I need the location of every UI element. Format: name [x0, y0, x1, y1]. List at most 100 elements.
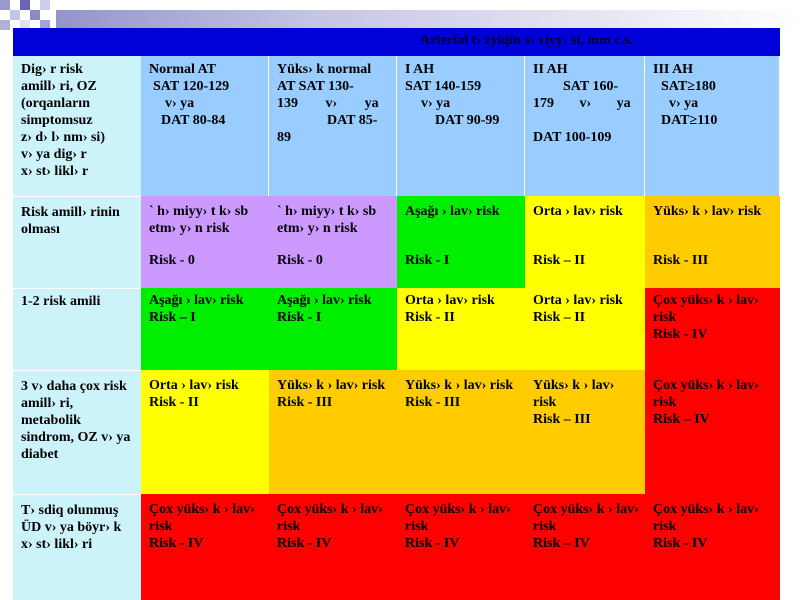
column-header-ah2: II AH SAT 160- 179 v› ya DAT 100-109 — [525, 56, 645, 196]
risk-cell: Çox yüks› k › lav› risk Risk – IV — [525, 494, 645, 600]
risk-cell: Yüks› k › lav› risk Risk - III — [645, 196, 780, 288]
decor-square — [40, 0, 50, 10]
column-header-line: Yüks› k normal — [277, 62, 372, 77]
risk-level-label: Risk - IV — [405, 536, 460, 551]
risk-cell: Çox yüks› k › lav› risk Risk - IV — [141, 494, 269, 600]
column-header-line: SAT≥180 — [661, 79, 716, 94]
risk-cell: Orta › lav› risk Risk - II — [141, 370, 269, 494]
risk-level-label: Risk - IV — [149, 536, 204, 551]
risk-cell: Çox yüks› k › lav› risk Risk - IV — [269, 494, 397, 600]
header-row-label-line: x› st› likl› r — [21, 164, 89, 179]
column-header-high-normal: Yüks› k normal AT SAT 130- 139 v› ya DAT… — [269, 56, 397, 196]
risk-cell: Yüks› k › lav› risk Risk – III — [525, 370, 645, 494]
risk-cell-text: Çox yüks› k › lav› risk — [533, 502, 639, 534]
column-header-line: v› ya — [669, 96, 699, 111]
column-header-line: DAT 90-99 — [435, 113, 500, 128]
column-header-line: DAT≥110 — [661, 113, 718, 128]
row-label-risk-factors: Risk amill› rinin olması — [13, 196, 141, 288]
risk-cell-text: Çox yüks› k › lav› risk — [277, 502, 383, 534]
column-header-line: I AH — [405, 62, 435, 77]
column-header-line: II AH — [533, 62, 568, 77]
risk-cell-text: Çox yüks› k › lav› risk — [653, 378, 759, 410]
risk-level-label: Risk - I — [405, 253, 450, 268]
risk-level-label: Risk - IV — [653, 536, 708, 551]
header-row-label: Dig› r risk amill› ri, OZ (orqanların si… — [13, 56, 141, 196]
risk-cell-text: Yüks› k › lav› risk — [277, 378, 386, 393]
risk-cell-text: Orta › lav› risk — [533, 293, 623, 308]
column-header-line: v› ya — [421, 96, 451, 111]
column-header-ah3: III AH SAT≥180 v› ya DAT≥110 — [645, 56, 780, 196]
column-header-normal: Normal AT SAT 120-129 v› ya DAT 80-84 — [141, 56, 269, 196]
decor-square — [40, 20, 50, 30]
column-header-line: DAT 80-84 — [161, 113, 226, 128]
risk-cell-text: Yüks› k › lav› risk — [653, 204, 762, 219]
risk-cell: ` h› miyy› t k› sb etm› y› n risk Risk -… — [141, 196, 269, 288]
risk-cell-text: Çox yüks› k › lav› risk — [405, 502, 511, 534]
risk-cell: Çox yüks› k › lav› risk Risk - IV — [645, 494, 780, 600]
risk-level-label: Risk - II — [149, 395, 199, 410]
header-row-label-line: simptomsuz — [21, 113, 93, 128]
risk-level-label: Risk - I — [277, 310, 322, 325]
risk-level-label: Risk - III — [277, 395, 333, 410]
column-header-line: DAT 85- — [327, 113, 378, 128]
risk-level-label: Risk – IV — [533, 536, 590, 551]
risk-cell-text: Orta › lav› risk — [149, 378, 239, 393]
risk-level-label: Risk – IV — [653, 412, 710, 427]
risk-level-label: Risk - III — [405, 395, 461, 410]
decor-square — [0, 0, 10, 10]
risk-cell-text: Aşağı › lav› risk — [149, 293, 244, 308]
risk-cell-text: ` h› miyy› t k› sb etm› y› n risk — [277, 204, 377, 236]
risk-cell-text: Aşağı › lav› risk — [277, 293, 372, 308]
risk-cell-text: Aşağı › lav› risk — [405, 204, 500, 219]
column-header-line: AT SAT 130- — [277, 79, 354, 94]
risk-level-label: Risk - IV — [653, 327, 708, 342]
table-title: Arterial t› zyiqin s› viyy› si, mm c.s. — [13, 28, 780, 56]
risk-level-label: Risk - III — [653, 253, 709, 268]
risk-cell: Orta › lav› risk Risk – II — [525, 288, 645, 370]
column-header-line: 179 v› ya — [533, 96, 631, 111]
risk-cell: Yüks› k › lav› risk Risk - III — [269, 370, 397, 494]
column-header-line: v› ya — [165, 96, 195, 111]
column-header-ah1: I AH SAT 140-159 v› ya DAT 90-99 — [397, 56, 525, 196]
decor-square — [20, 0, 30, 10]
decor-square — [20, 20, 30, 30]
risk-cell: Aşağı › lav› risk Risk - I — [397, 196, 525, 288]
risk-cell: Yüks› k › lav› risk Risk - III — [397, 370, 525, 494]
risk-cell-text: Çox yüks› k › lav› risk — [653, 293, 759, 325]
risk-cell-text: Yüks› k › lav› risk — [533, 378, 615, 410]
column-header-line: 89 — [277, 130, 291, 145]
risk-cell: Çox yüks› k › lav› risk Risk - IV — [397, 494, 525, 600]
risk-level-label: Risk - 0 — [149, 253, 195, 268]
risk-table: Arterial t› zyiqin s› viyy› si, mm c.s. … — [13, 28, 780, 600]
risk-cell: Aşağı › lav› risk Risk - I — [269, 288, 397, 370]
row-label-confirmed-disease: T› sdiq olunmuş ÜD v› ya böyr› k x› st› … — [13, 494, 141, 600]
header-row-label-line: (orqanların — [21, 96, 90, 111]
risk-level-label: Risk - II — [405, 310, 455, 325]
risk-level-label: Risk – II — [533, 253, 586, 268]
slide-header-gradient-bar — [56, 10, 800, 30]
decor-square — [10, 10, 20, 20]
risk-cell: Orta › lav› risk Risk - II — [397, 288, 525, 370]
risk-level-label: Risk - 0 — [277, 253, 323, 268]
risk-cell: Çox yüks› k › lav› risk Risk – IV — [645, 370, 780, 494]
header-row-label-line: z› d› l› nm› si) — [21, 130, 105, 145]
risk-cell: Aşağı › lav› risk Risk – I — [141, 288, 269, 370]
risk-level-label: Risk – II — [533, 310, 586, 325]
header-row-label-line: v› ya dig› r — [21, 147, 87, 162]
column-header-line: SAT 120-129 — [153, 79, 230, 94]
decor-square — [30, 10, 40, 20]
risk-cell: ` h› miyy› t k› sb etm› y› n risk Risk -… — [269, 196, 397, 288]
column-header-line: SAT 160- — [563, 79, 619, 94]
slide-decoration — [0, 0, 800, 40]
row-label-1-2-factors: 1-2 risk amili — [13, 288, 141, 370]
column-header-line: SAT 140-159 — [405, 79, 482, 94]
risk-cell: Çox yüks› k › lav› risk Risk - IV — [645, 288, 780, 370]
decor-square — [0, 20, 10, 30]
risk-level-label: Risk - IV — [277, 536, 332, 551]
risk-cell-text: Orta › lav› risk — [405, 293, 495, 308]
row-label-3-plus-factors: 3 v› daha çox risk amill› ri, metabolik … — [13, 370, 141, 494]
column-header-line: Normal AT — [149, 62, 217, 77]
column-header-line — [533, 112, 638, 129]
risk-cell-text: Çox yüks› k › lav› risk — [653, 502, 759, 534]
risk-cell: Orta › lav› risk Risk – II — [525, 196, 645, 288]
